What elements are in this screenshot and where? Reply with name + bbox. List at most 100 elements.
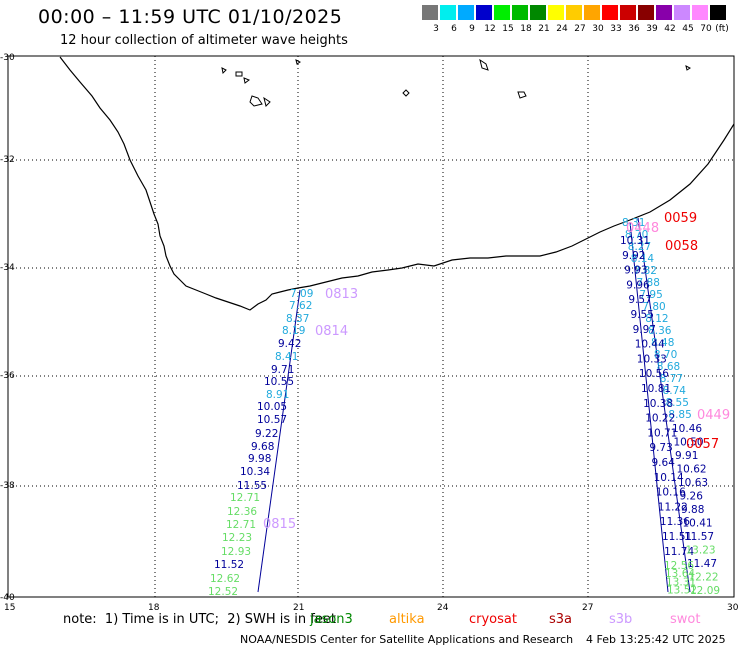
legend-swatch — [530, 5, 546, 20]
legend-swatch — [602, 5, 618, 20]
wave-height-value: 7.95 — [639, 289, 662, 301]
wave-height-value: 7.62 — [289, 300, 312, 312]
wave-height-value: 12.93 — [221, 546, 251, 558]
wave-height-value: 9.55 — [631, 309, 654, 321]
wave-height-value: 9.57 — [628, 294, 651, 306]
longitude-label: 30 — [727, 603, 739, 613]
latitude-label: -40 — [0, 593, 15, 603]
track-west — [257, 289, 301, 593]
generation-timestamp: 4 Feb 13:25:42 UTC 2025 — [586, 633, 726, 646]
wave-height-value: 11.51 — [662, 531, 692, 543]
wave-height-value: 8.85 — [668, 409, 691, 421]
legend-swatch — [422, 5, 438, 20]
wave-height-value: 10.14 — [654, 472, 684, 484]
latitude-label: -32 — [0, 155, 15, 165]
wave-height-value: 7.88 — [637, 277, 660, 289]
legend-swatch — [440, 5, 456, 20]
chart-subtitle: 12 hour collection of altimeter wave hei… — [60, 33, 348, 48]
satellite-name: swot — [670, 612, 701, 627]
legend-label: 15 — [502, 24, 514, 34]
wave-height-value: 10.71 — [647, 427, 677, 439]
legend-label: 21 — [538, 24, 550, 34]
pass-time-label: 0057 — [686, 437, 719, 452]
wave-height-value: 11.22 — [658, 501, 688, 513]
wave-height-value: 9.68 — [251, 441, 274, 453]
wave-height-value: 13.64 — [665, 568, 695, 580]
pass-time-label: 0813 — [325, 287, 358, 302]
pass-time-label: 0448 — [626, 221, 659, 236]
wave-height-value: 8.68 — [657, 361, 680, 373]
wave-height-value: 9.92 — [622, 250, 645, 262]
legend-label: 6 — [451, 24, 457, 34]
wave-height-value: 9.42 — [278, 338, 301, 350]
pass-time-label: 0059 — [664, 211, 697, 226]
legend-label: 33 — [610, 24, 622, 34]
wave-height-value: 8.55 — [666, 397, 689, 409]
wave-height-value: 10.63 — [678, 477, 708, 489]
wave-height-value: 9.97 — [633, 324, 656, 336]
legend-swatch — [476, 5, 492, 20]
wave-height-value: 12.22 — [689, 572, 719, 584]
wave-height-value: 13.52 — [667, 585, 697, 597]
wave-height-value: 8.12 — [645, 313, 668, 325]
wave-height-value: 8.37 — [286, 313, 309, 325]
wave-height-value: 7.80 — [642, 301, 665, 313]
pass-time-labels: 0813 0814 0815 0059 0448 0058 0449 0057 — [263, 211, 730, 532]
legend-label: 30 — [592, 24, 604, 34]
longitude-label: 21 — [293, 603, 304, 613]
legend-label: 36 — [628, 24, 640, 34]
wave-height-value: 8.48 — [651, 337, 674, 349]
wave-height-value: 12.71 — [230, 492, 260, 504]
pass-time-label: 0815 — [263, 517, 296, 532]
longitude-label: 18 — [148, 603, 160, 613]
legend-swatch — [656, 5, 672, 20]
wave-height-value: 12.62 — [210, 573, 240, 585]
wave-height-value: 13.31 — [666, 576, 696, 588]
wave-height-value: 9.96 — [626, 279, 650, 291]
wave-height-value: 8.41 — [275, 351, 298, 363]
wave-height-value: 8.70 — [625, 229, 648, 241]
wave-height-value: 9.26 — [680, 491, 704, 503]
footer-note: note: 1) Time is in UTC; 2) SWH is in fe… — [63, 612, 336, 627]
islands — [221, 58, 691, 107]
wave-height-value: 11.52 — [214, 559, 244, 571]
wave-height-value: 9.88 — [681, 504, 704, 516]
wave-height-value: 10.57 — [257, 414, 287, 426]
wave-height-value: 10.81 — [641, 383, 671, 395]
legend-swatch — [458, 5, 474, 20]
latitude-label: -36 — [0, 371, 15, 381]
pass-time-label: 0449 — [697, 408, 730, 423]
legend-swatch — [620, 5, 636, 20]
wave-height-value: 11.55 — [237, 480, 267, 492]
pass-time-label: 0814 — [315, 324, 348, 339]
wave-height-value: 10.46 — [672, 423, 702, 435]
legend-swatch — [548, 5, 564, 20]
longitude-label: 15 — [4, 603, 15, 613]
wave-height-value: 8.31 — [622, 217, 645, 229]
legend-label: 9 — [469, 24, 475, 34]
track-east-1 — [629, 221, 669, 593]
wave-height-value: 12.23 — [222, 532, 252, 544]
wave-height-value: 10.33 — [637, 353, 667, 365]
legend-swatch — [494, 5, 510, 20]
wave-height-value: 12.56 — [664, 560, 694, 572]
wave-height-value: 11.47 — [687, 558, 717, 570]
wave-height-value: 9.22 — [255, 428, 278, 440]
wave-height-value: 13.23 — [686, 545, 716, 557]
wave-height-value: 10.44 — [635, 339, 665, 351]
wave-height-value: 10.41 — [683, 518, 713, 530]
map-frame — [7, 55, 735, 598]
wave-height-value: 10.62 — [677, 464, 707, 476]
wave-height-value: 12.09 — [690, 585, 720, 597]
wave-height-value: 8.36 — [648, 325, 672, 337]
legend-label: 45 — [682, 24, 694, 34]
wave-height-value: 10.05 — [257, 401, 287, 413]
satellite-tracks — [257, 217, 691, 593]
wave-height-value: 9.73 — [649, 442, 672, 454]
wave-height-value: 12.71 — [226, 519, 256, 531]
chart-title: 00:00 – 11:59 UTC 01/10/2025 — [38, 6, 343, 28]
wave-height-labels: 7.097.628.378.199.428.419.7110.558.9110.… — [208, 217, 720, 598]
wave-height-value: 9.91 — [675, 450, 698, 462]
legend-label: 24 — [556, 24, 568, 34]
